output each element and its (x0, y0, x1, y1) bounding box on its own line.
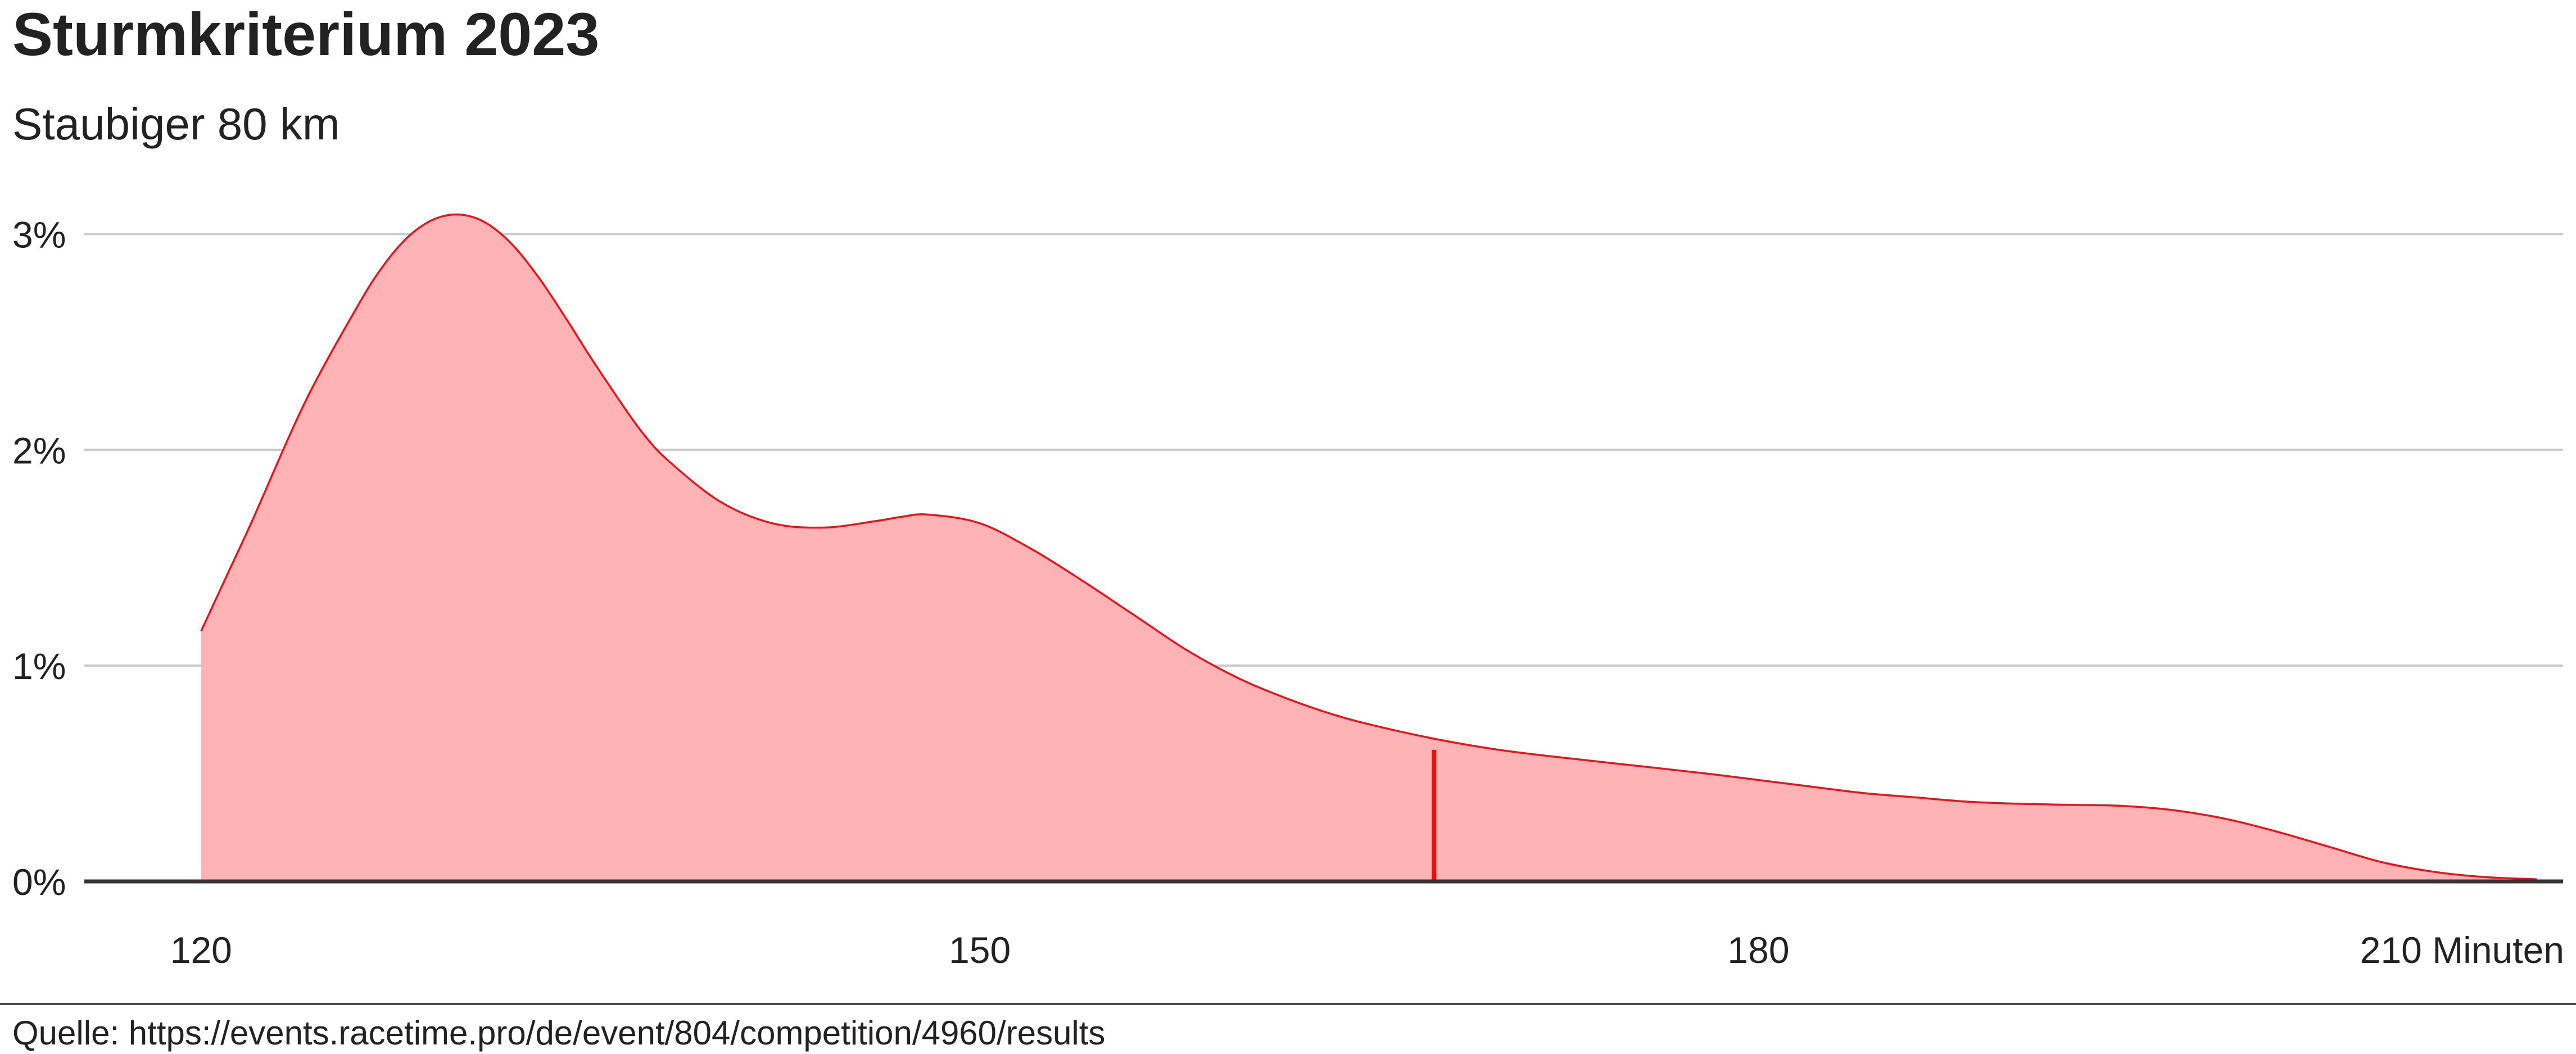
x-axis-ticks: 120 150 180 210 Minuten (170, 929, 2564, 971)
density-area (201, 214, 2537, 882)
source-note: Quelle: https://events.racetime.pro/de/e… (12, 1014, 1105, 1052)
y-tick-label: 1% (12, 645, 66, 687)
x-tick-label: 210 Minuten (2360, 929, 2564, 971)
y-tick-label: 0% (12, 861, 66, 903)
x-tick-label: 150 (949, 929, 1011, 971)
density-curve (200, 213, 2537, 880)
y-tick-label: 2% (12, 429, 66, 471)
y-axis-ticks: 0% 1% 2% 3% (12, 214, 66, 903)
chart-subtitle: Staubiger 80 km (12, 99, 340, 149)
x-tick-label: 120 (170, 929, 232, 971)
x-tick-label: 180 (1727, 929, 1789, 971)
y-tick-label: 3% (12, 214, 66, 255)
chart-title: Sturmkriterium 2023 (12, 0, 599, 68)
